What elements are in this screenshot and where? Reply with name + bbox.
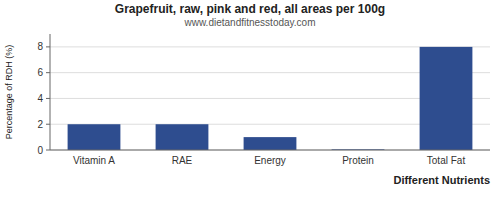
y-axis-line (50, 34, 51, 150)
x-axis: Vitamin A RAE Energy Protein Total Fat (50, 150, 490, 166)
y-tick-label: 0 (37, 145, 43, 156)
y-tick (46, 124, 50, 125)
bar (420, 47, 473, 150)
grid-line (50, 150, 490, 151)
x-tick-label: Vitamin A (73, 155, 115, 166)
y-tick-label: 2 (37, 119, 43, 130)
subtitle: www.dietandfitnesstoday.com (184, 17, 316, 28)
x-tick-label: Protein (342, 155, 374, 166)
y-tick (46, 46, 50, 47)
y-tick-label: 6 (37, 67, 43, 78)
x-axis-line (50, 150, 490, 151)
grid (50, 47, 490, 150)
y-tick-label: 8 (37, 41, 43, 52)
chart: Grapefruit, raw, pink and red, all areas… (0, 0, 500, 200)
x-tick-label: Energy (254, 155, 286, 166)
bar (244, 137, 297, 150)
y-tick (46, 72, 50, 73)
title: Grapefruit, raw, pink and red, all areas… (115, 2, 385, 16)
bar (156, 124, 209, 150)
y-axis: 0 2 4 6 8 (37, 34, 50, 156)
y-tick-label: 4 (37, 93, 43, 104)
x-tick-label: Total Fat (427, 155, 466, 166)
y-tick (46, 150, 50, 151)
bars (68, 47, 473, 150)
y-tick (46, 98, 50, 99)
bar (68, 124, 121, 150)
x-axis-label: Different Nutrients (393, 174, 490, 186)
chart-container: Grapefruit, raw, pink and red, all areas… (0, 0, 500, 200)
y-axis-label: Percentage of RDH (%) (4, 45, 14, 140)
x-tick-label: RAE (172, 155, 193, 166)
